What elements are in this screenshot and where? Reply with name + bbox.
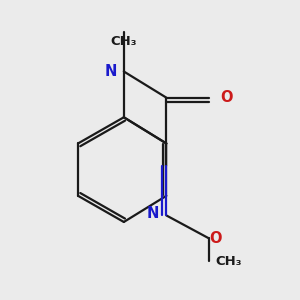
Text: CH₃: CH₃: [215, 255, 242, 268]
Text: CH₃: CH₃: [111, 35, 137, 49]
Text: N: N: [105, 64, 117, 79]
Text: N: N: [147, 206, 160, 221]
Text: O: O: [220, 90, 233, 105]
Text: O: O: [209, 231, 222, 246]
